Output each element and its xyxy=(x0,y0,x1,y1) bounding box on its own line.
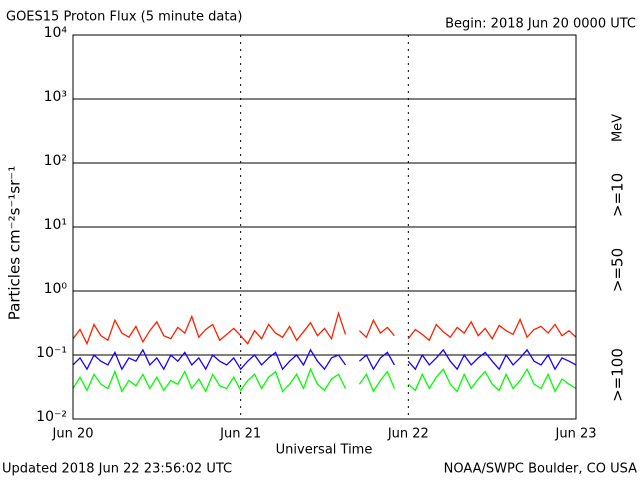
y-tick-label: 10⁻² xyxy=(36,409,67,425)
y-tick-label: 10¹ xyxy=(44,217,67,233)
y-axis-label: Particles cm⁻²s⁻¹sr⁻¹ xyxy=(6,166,24,320)
y-tick-label: 10⁴ xyxy=(44,25,68,41)
footer-right: NOAA/SWPC Boulder, CO USA xyxy=(444,462,637,477)
chart-subtitle: Begin: 2018 Jun 20 0000 UTC xyxy=(445,17,636,32)
y-tick-label: 10³ xyxy=(44,89,67,105)
legend-label: >=100 xyxy=(609,348,627,402)
legend-label: >=50 xyxy=(609,248,627,292)
plot-frame xyxy=(72,34,577,420)
footer-left: Updated 2018 Jun 22 23:56:02 UTC xyxy=(2,462,232,477)
x-tick-label: Jun 21 xyxy=(219,427,261,442)
series-line xyxy=(72,348,577,371)
x-axis-label: Universal Time xyxy=(276,443,373,458)
legend-title: MeV xyxy=(611,114,626,142)
y-tick-label: 10² xyxy=(44,153,67,169)
legend-label: >=10 xyxy=(609,173,627,217)
y-tick-label: 10⁻¹ xyxy=(36,345,67,361)
series-line xyxy=(72,367,577,393)
x-tick-label: Jun 23 xyxy=(555,427,597,442)
x-tick-label: Jun 22 xyxy=(387,427,429,442)
chart-title: GOES15 Proton Flux (5 minute data) xyxy=(6,10,242,25)
series-line xyxy=(72,310,577,346)
x-tick-label: Jun 20 xyxy=(52,427,94,442)
y-tick-label: 10⁰ xyxy=(44,281,68,297)
